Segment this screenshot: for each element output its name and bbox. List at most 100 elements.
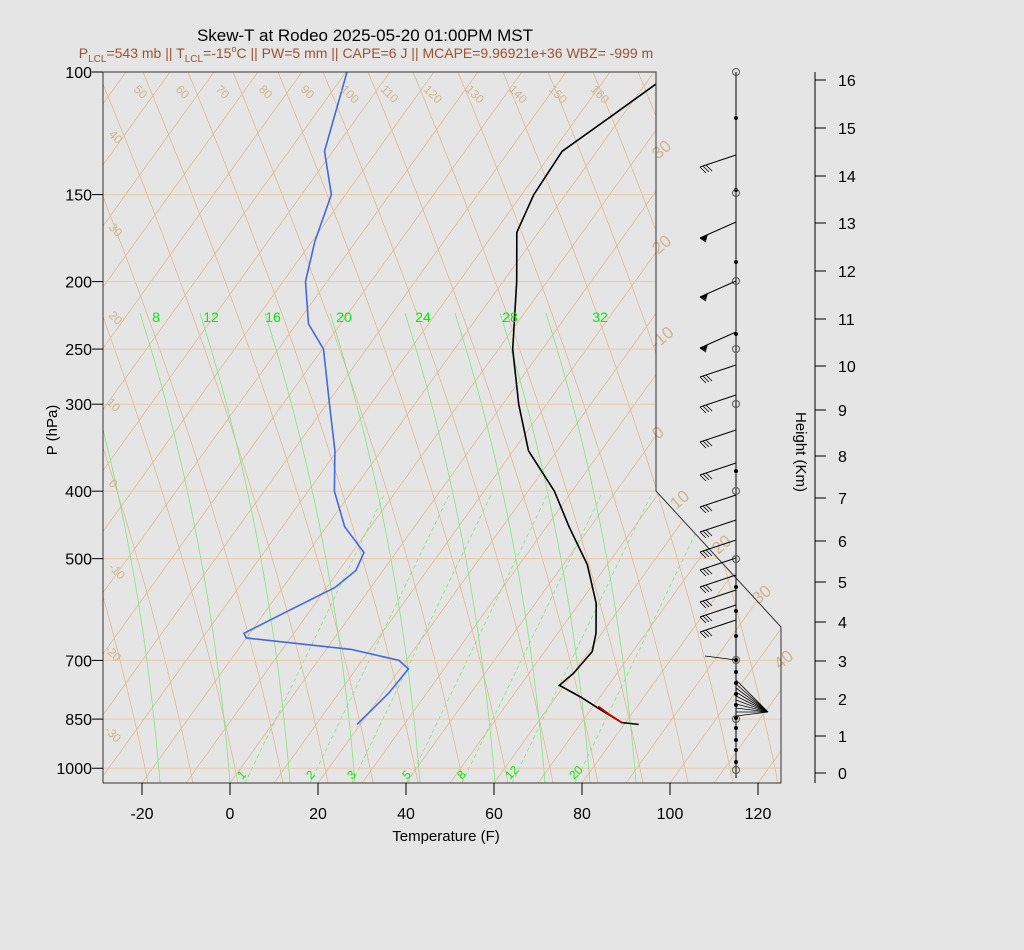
isotherm-line <box>103 72 259 783</box>
dewpoint-profile <box>242 72 410 725</box>
wind-barb <box>699 154 737 174</box>
mixing-ratio-line <box>244 492 386 783</box>
level-dot <box>734 469 738 473</box>
isotherm-label: 150 <box>546 82 570 106</box>
level-circle <box>732 68 740 76</box>
wind-barb-lowlevel <box>735 683 769 713</box>
mixing-ratio-label: 8 <box>454 767 469 782</box>
dry-adiabat-label: 20 <box>648 231 675 258</box>
isotherm-label: 120 <box>421 82 445 106</box>
level-circle <box>732 656 740 664</box>
dry-adiabat-line <box>103 72 149 783</box>
height-axis-label: Height (Km) <box>792 412 809 492</box>
height-tick-label: 12 <box>838 264 856 281</box>
y-axis-label: P (hPa) <box>44 405 61 456</box>
background-lines <box>0 72 1024 783</box>
height-tick-label: 11 <box>838 312 855 329</box>
level-dot <box>734 634 738 638</box>
level-dot <box>734 116 738 120</box>
plot-frame <box>102 71 782 784</box>
moist-adiabat-label: 8 <box>152 309 160 325</box>
level-dot <box>734 585 738 589</box>
isotherm-line <box>103 72 567 783</box>
dry-adiabat-label: 0 <box>648 422 667 443</box>
moist-adiabat-line <box>199 312 291 783</box>
dry-adiabat-label: 30 <box>748 581 775 608</box>
isotherm-label: 160 <box>588 82 612 106</box>
dry-adiabat-line <box>103 72 329 783</box>
isotherm-line <box>103 72 611 783</box>
moist-adiabat-line <box>404 312 496 783</box>
isotherm-line <box>934 72 1024 783</box>
dry-adiabat-line <box>0 72 13 783</box>
height-tick-label: 2 <box>838 692 847 709</box>
wind-barb <box>699 280 737 302</box>
height-tick-label: 6 <box>838 534 847 551</box>
wind-barb <box>699 462 737 482</box>
isotherm-line <box>361 72 781 783</box>
dry-adiabat-line <box>502 72 734 783</box>
isotherm-line <box>713 72 781 783</box>
chart-subtitle: PLCL=543 mb || TLCL=-15oC || PW=5 mm || … <box>79 44 653 65</box>
mixing-ratio-line <box>351 492 493 783</box>
dry-adiabat-line <box>103 72 194 783</box>
level-dot <box>734 726 738 730</box>
level-circle <box>732 766 740 774</box>
mixing-ratio-line <box>511 492 653 783</box>
dry-adiabat-line <box>457 72 689 783</box>
height-tick-label: 8 <box>838 449 847 466</box>
dry-adiabat-line <box>277 72 509 783</box>
wind-barb <box>699 574 737 594</box>
moist-adiabat-line <box>329 312 421 783</box>
mixing-ratio-line <box>574 492 716 783</box>
moist-adiabat-label: 32 <box>592 309 608 325</box>
wind-barb <box>699 494 737 514</box>
isotherm-line <box>581 72 781 783</box>
isotherm-line <box>103 72 303 783</box>
wind-barb-column <box>699 68 769 778</box>
wind-barb <box>699 331 737 353</box>
isotherm-label: -20 <box>102 642 124 664</box>
temperature-axis: -20 0 20 40 60 80 100 120 <box>130 783 771 823</box>
height-tick-label: 16 <box>838 73 856 90</box>
dry-adiabat-line <box>322 72 554 783</box>
p-tick-label: 250 <box>65 342 92 359</box>
isopleth-labels: 50 60 70 80 90 100 110 120 130 140 150 160403020100… <box>102 82 797 782</box>
isotherm-label: 100 <box>338 82 362 106</box>
moist-adiabat-line <box>139 312 231 783</box>
isotherm-line <box>802 72 1024 783</box>
wind-barb <box>699 394 737 414</box>
height-tick-label: 0 <box>838 766 847 783</box>
height-tick-label: 14 <box>838 169 856 186</box>
moist-adiabat-label: 24 <box>415 309 431 325</box>
isotherm-line <box>103 72 127 783</box>
x-tick-label: 120 <box>745 806 772 823</box>
isotherm-line <box>625 72 781 783</box>
isotherm-label: -10 <box>106 560 128 582</box>
isotherm-line <box>141 72 655 783</box>
level-dot <box>734 260 738 264</box>
isotherm-label: 140 <box>506 82 530 106</box>
wind-barb <box>699 557 737 577</box>
level-dot <box>734 703 738 707</box>
x-tick-label: -20 <box>130 806 153 823</box>
moist-adiabat-line <box>454 312 546 783</box>
wind-barb <box>699 364 737 384</box>
wind-barb-lowlevel <box>735 687 769 713</box>
moist-adiabat-line <box>103 312 161 783</box>
isotherm-label: 30 <box>106 220 126 240</box>
wind-barb <box>699 519 737 539</box>
dry-adiabat-label: 10 <box>666 486 693 513</box>
p-tick-label: 500 <box>65 552 92 569</box>
height-tick-label: 4 <box>838 615 847 632</box>
chart-title: Skew-T at Rodeo 2025-05-20 01:00PM MST <box>197 26 533 45</box>
mixing-ratio-label: 2 <box>303 767 318 782</box>
isotherm-label: 130 <box>463 82 487 106</box>
wind-barb <box>699 221 737 243</box>
moist-adiabat-label: 12 <box>203 309 219 325</box>
isotherm-label: 110 <box>378 82 402 106</box>
mixing-ratio-label: 3 <box>344 767 359 782</box>
height-tick-label: 7 <box>838 491 847 508</box>
dry-adiabat-label: 40 <box>770 646 797 673</box>
